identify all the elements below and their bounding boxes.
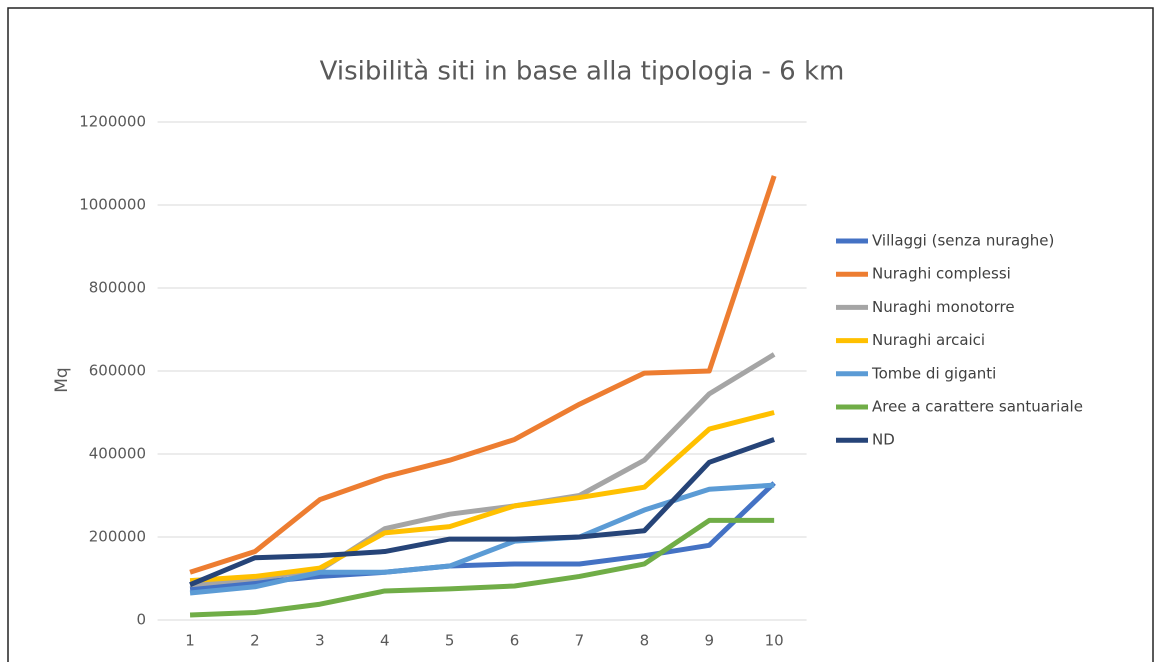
y-tick-label: 200000 <box>89 528 146 546</box>
series-line <box>189 517 775 618</box>
legend-label: Nuraghi arcaici <box>872 331 985 349</box>
x-tick-label: 8 <box>640 632 650 650</box>
y-axis-label: Mq <box>52 367 72 392</box>
y-tick-label: 0 <box>136 611 146 629</box>
x-tick-label: 7 <box>575 632 585 650</box>
y-tick-label: 800000 <box>89 279 146 297</box>
x-tick-label: 5 <box>445 632 455 650</box>
legend-label: Tombe di giganti <box>871 364 996 382</box>
chart-frame <box>7 7 1154 666</box>
y-tick-label: 600000 <box>89 362 146 380</box>
legend-label: Nuraghi monotorre <box>872 298 1015 316</box>
series-line <box>189 437 775 588</box>
series-line <box>189 175 777 575</box>
legend-label: Aree a carattere santuariale <box>872 398 1083 416</box>
x-tick-label: 1 <box>185 632 195 650</box>
y-tick-label: 400000 <box>89 445 146 463</box>
x-tick-label: 3 <box>315 632 325 650</box>
x-tick-label: 9 <box>704 632 714 650</box>
y-tick-label: 1200000 <box>79 113 146 131</box>
x-tick-label: 4 <box>380 632 390 650</box>
x-tick-label: 10 <box>765 632 784 650</box>
series-line <box>189 410 775 584</box>
y-tick-label: 1000000 <box>79 196 146 214</box>
legend-label: Nuraghi complessi <box>872 265 1011 283</box>
x-tick-label: 6 <box>510 632 520 650</box>
chart-title: Visibilità siti in base alla tipologia -… <box>320 57 845 87</box>
legend-label: Villaggi (senza nuraghe) <box>872 232 1054 250</box>
x-tick-label: 2 <box>250 632 260 650</box>
legend-label: ND <box>872 431 895 449</box>
